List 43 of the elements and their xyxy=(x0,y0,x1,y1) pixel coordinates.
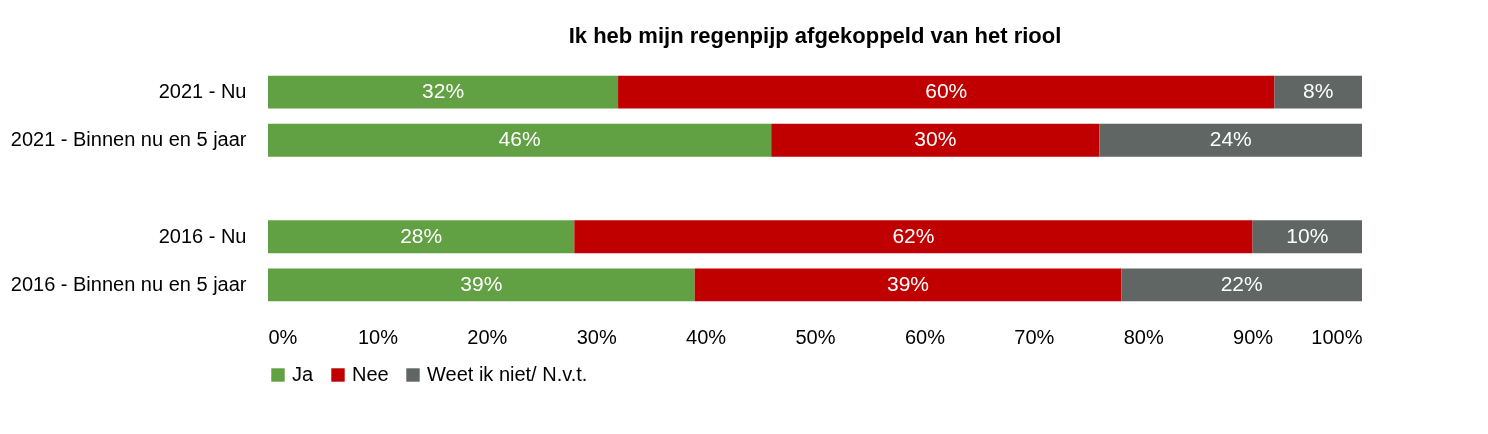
y-tick-label: 2016 - Nu xyxy=(158,224,247,247)
bar xyxy=(1252,220,1362,254)
bar xyxy=(574,220,1253,254)
y-tick-label: 2021 - Binnen nu en 5 jaar xyxy=(10,128,247,151)
y-tick-label: 2016 - Binnen nu en 5 jaar xyxy=(10,272,247,295)
bar xyxy=(618,75,1275,109)
legend-label: Weet ik niet/ N.v.t. xyxy=(427,363,588,385)
x-tick-label: 40% xyxy=(686,325,727,348)
legend-label: Nee xyxy=(352,363,389,385)
data-label: 24% xyxy=(1209,127,1252,151)
bar xyxy=(1121,268,1362,302)
data-label: 30% xyxy=(914,127,957,151)
data-label: 32% xyxy=(422,79,465,103)
data-label: 28% xyxy=(400,223,443,247)
data-label: 8% xyxy=(1303,79,1334,103)
x-tick-label: 100% xyxy=(1311,325,1363,348)
data-label: 39% xyxy=(886,271,930,295)
x-tick-label: 0% xyxy=(268,325,298,348)
chart-title: Ik heb mijn regenpijp afgekoppeld van het riool xyxy=(568,23,1062,48)
x-tick-label: 70% xyxy=(1014,325,1055,348)
legend-label: Ja xyxy=(292,363,314,385)
x-tick-label: 10% xyxy=(357,325,399,348)
bar xyxy=(1274,75,1362,109)
y-tick-label: 2021 - Nu xyxy=(158,80,247,103)
x-tick-label: 60% xyxy=(904,325,946,348)
bar xyxy=(268,123,772,157)
x-tick-label: 20% xyxy=(467,325,508,348)
bar xyxy=(1099,123,1362,157)
x-tick-label: 50% xyxy=(795,325,836,348)
bar xyxy=(268,220,575,254)
bar xyxy=(268,268,695,302)
data-label: 60% xyxy=(925,79,968,103)
x-tick-label: 90% xyxy=(1233,325,1274,348)
x-tick-label: 30% xyxy=(576,325,617,348)
x-tick-label: 80% xyxy=(1123,325,1164,348)
data-label: 22% xyxy=(1220,271,1263,295)
bar xyxy=(268,75,619,109)
data-label: 62% xyxy=(892,223,935,247)
data-label: 10% xyxy=(1286,223,1329,247)
bar xyxy=(771,123,1100,157)
bar xyxy=(694,268,1122,302)
data-label: 39% xyxy=(460,271,503,295)
data-label: 46% xyxy=(498,127,541,151)
